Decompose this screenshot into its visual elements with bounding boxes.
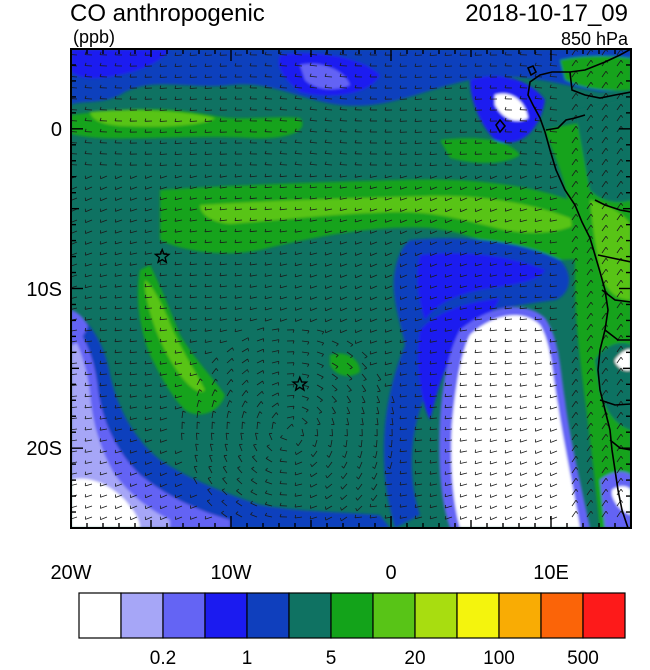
colorbar-swatch — [247, 593, 289, 638]
longitude-tick-label: 0 — [351, 562, 431, 585]
colorbar-swatch — [331, 593, 373, 638]
latitude-tick-label: 0 — [12, 119, 62, 142]
latitude-tick-label: 20S — [12, 438, 62, 461]
colorbar-swatch — [205, 593, 247, 638]
longitude-tick-label: 10E — [511, 562, 591, 585]
co-concentration-field — [70, 49, 631, 528]
colorbar-swatch — [457, 593, 499, 638]
colorbar-swatch — [583, 593, 625, 638]
longitude-tick-label: 20W — [31, 562, 111, 585]
colorbar-swatch — [415, 593, 457, 638]
colorbar-swatch — [541, 593, 583, 638]
longitude-tick-label: 10W — [191, 562, 271, 585]
latitude-tick-label: 10S — [12, 279, 62, 302]
colorbar-swatch — [373, 593, 415, 638]
colorbar-swatch — [79, 593, 121, 638]
colorbar-swatch — [163, 593, 205, 638]
colorbar — [79, 593, 625, 638]
colorbar-swatch — [499, 593, 541, 638]
colorbar-swatch — [121, 593, 163, 638]
colorbar-swatch — [289, 593, 331, 638]
